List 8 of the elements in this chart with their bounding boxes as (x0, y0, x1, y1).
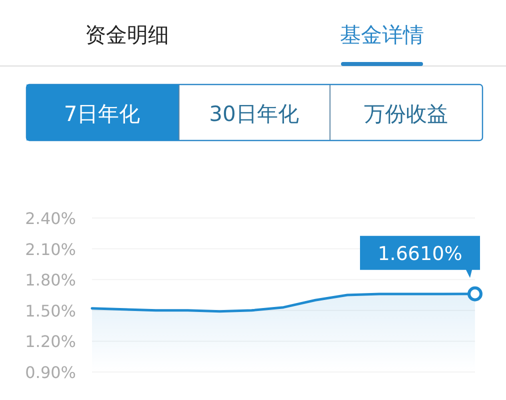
y-tick-label: 1.50% (25, 301, 76, 320)
ui: 资金明细 基金详情 7日年化 30日年化 万份收益 (0, 23, 506, 142)
annotation: 1.6610% (378, 242, 462, 265)
y-tick-label: 1.80% (25, 270, 76, 290)
y-tick-label: 2.10% (25, 240, 76, 259)
y-tick-label: 1.20% (25, 332, 76, 352)
y-tick-label: 2.40% (25, 209, 76, 228)
y-tick-label: 0.90% (25, 363, 76, 382)
